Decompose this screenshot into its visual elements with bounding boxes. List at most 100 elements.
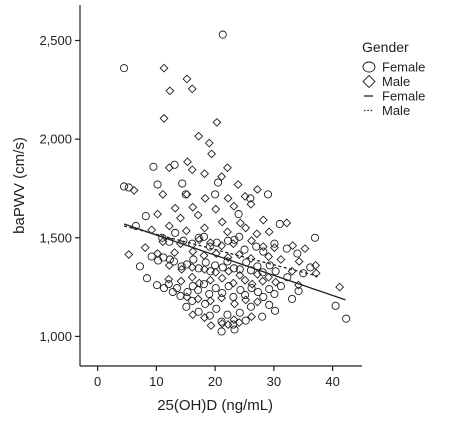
male-point bbox=[252, 297, 262, 307]
male-point bbox=[165, 86, 175, 96]
male-point bbox=[241, 223, 251, 233]
female-point bbox=[223, 236, 233, 245]
male-point bbox=[264, 227, 274, 237]
male-point bbox=[211, 267, 221, 277]
male-point bbox=[164, 221, 174, 231]
female-point bbox=[246, 266, 256, 275]
x-tick-label: 0 bbox=[94, 374, 101, 389]
female-point bbox=[165, 237, 174, 246]
female-point bbox=[293, 249, 302, 258]
male-point bbox=[264, 272, 274, 282]
female-point bbox=[252, 242, 261, 251]
male-point bbox=[129, 185, 139, 195]
female-point bbox=[177, 262, 186, 271]
male-point bbox=[188, 202, 198, 212]
female-point bbox=[236, 286, 245, 295]
male-point bbox=[193, 210, 203, 220]
male-point bbox=[211, 204, 221, 214]
female-point bbox=[247, 284, 256, 293]
female-point bbox=[229, 264, 238, 273]
male-point bbox=[194, 235, 204, 245]
female-point bbox=[211, 284, 220, 293]
female-point bbox=[165, 255, 174, 264]
female-point bbox=[229, 292, 238, 302]
legend-label: Female bbox=[382, 60, 425, 75]
female-point bbox=[265, 285, 274, 294]
female-point bbox=[253, 262, 262, 271]
male-point bbox=[159, 63, 169, 73]
female-point bbox=[299, 269, 308, 278]
female-point bbox=[211, 261, 220, 270]
male-point bbox=[187, 262, 197, 272]
male-point bbox=[247, 279, 257, 289]
male-point bbox=[188, 247, 198, 257]
x-axis-title: 25(OH)D (ng/mL) bbox=[157, 397, 273, 414]
male-point bbox=[182, 292, 192, 302]
female-point bbox=[331, 301, 340, 310]
female-point bbox=[211, 190, 220, 199]
male-point bbox=[270, 243, 279, 253]
male-point bbox=[287, 266, 297, 276]
legend-label: Male bbox=[382, 74, 410, 89]
female-point bbox=[253, 287, 263, 297]
female-point bbox=[259, 247, 268, 256]
female-point bbox=[263, 190, 273, 199]
male-point bbox=[170, 203, 180, 213]
male-point bbox=[183, 157, 192, 167]
male-point bbox=[200, 313, 209, 323]
female-point bbox=[199, 232, 209, 241]
male-point bbox=[294, 257, 304, 266]
female-point bbox=[152, 281, 162, 290]
male-point bbox=[182, 74, 192, 84]
male-point bbox=[288, 241, 298, 251]
female-point bbox=[342, 314, 351, 323]
female-point bbox=[120, 64, 129, 73]
female-point bbox=[259, 292, 268, 302]
legend-label: Female bbox=[382, 89, 425, 104]
female-point bbox=[223, 310, 232, 319]
female-point bbox=[172, 284, 181, 293]
male-point bbox=[164, 163, 174, 173]
male-point bbox=[233, 180, 243, 189]
male-point bbox=[176, 276, 186, 286]
female-point bbox=[258, 312, 267, 321]
male-point bbox=[187, 165, 197, 175]
male-point bbox=[223, 320, 233, 330]
female-point bbox=[194, 286, 203, 295]
male-point bbox=[194, 131, 204, 141]
male-point bbox=[258, 242, 268, 252]
female-point bbox=[214, 178, 223, 187]
male-point bbox=[258, 276, 268, 286]
female-point bbox=[168, 287, 177, 297]
male-point bbox=[300, 244, 310, 254]
female-point bbox=[153, 180, 162, 189]
male-point bbox=[223, 163, 232, 173]
x-tick-label: 10 bbox=[149, 374, 163, 389]
male-point bbox=[124, 250, 134, 259]
female-point bbox=[265, 300, 274, 309]
female-point bbox=[217, 317, 226, 326]
female-point bbox=[201, 299, 210, 308]
male-point bbox=[212, 117, 222, 127]
male-point bbox=[311, 260, 321, 270]
male-point bbox=[211, 249, 221, 258]
female-point bbox=[176, 291, 185, 301]
female-point bbox=[230, 235, 239, 244]
female-point bbox=[149, 162, 158, 171]
female-point bbox=[194, 233, 203, 242]
male-point bbox=[176, 213, 185, 223]
male-point bbox=[200, 169, 209, 179]
regression-lines bbox=[123, 223, 346, 301]
female-point bbox=[235, 265, 244, 274]
female-point bbox=[212, 304, 221, 313]
data-points bbox=[120, 30, 351, 336]
male-point bbox=[235, 218, 245, 228]
x-tick-label: 20 bbox=[208, 374, 222, 389]
female-point bbox=[310, 233, 320, 242]
male-point bbox=[153, 209, 162, 219]
male-point bbox=[230, 299, 239, 309]
male-point bbox=[207, 149, 217, 159]
legend-label: Male bbox=[382, 103, 410, 118]
female-point bbox=[218, 263, 227, 272]
